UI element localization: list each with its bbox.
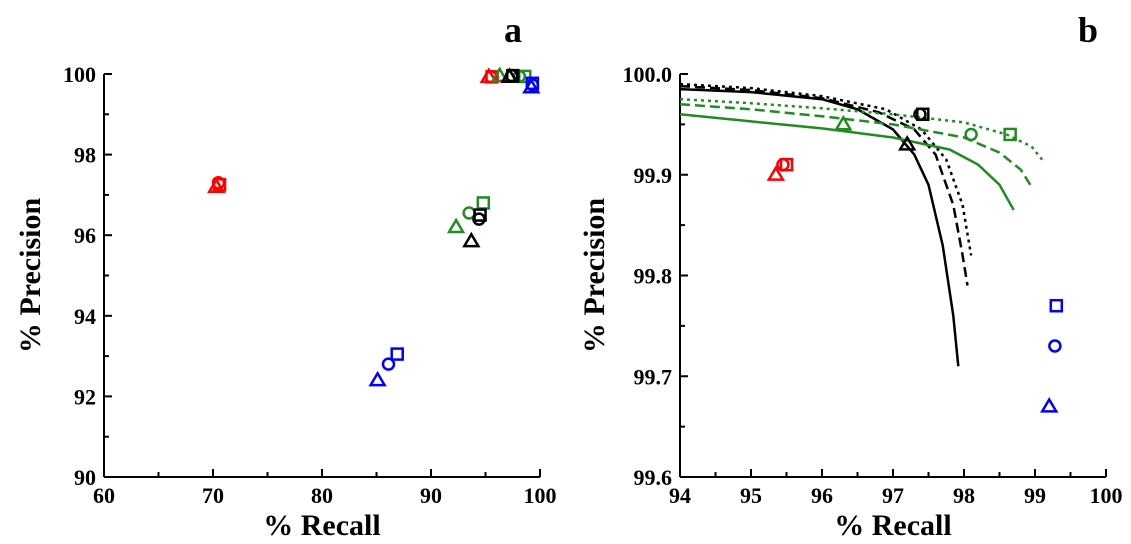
panel-a: a 60 70 80 90 100 90 92 94 96 98 100 % Recall % Preci…: [14, 10, 557, 542]
x-tick-label: 100: [524, 483, 557, 508]
square-marker: [473, 208, 487, 222]
x-tick-label: 94: [669, 483, 691, 508]
y-tick-label: 96: [74, 223, 96, 248]
triangle-marker: [834, 114, 853, 131]
square-marker: [1049, 298, 1064, 313]
y-axis-title: % Precision: [14, 198, 47, 354]
y-tick-label: 100: [63, 62, 96, 87]
circle-marker: [381, 357, 396, 371]
y-tick-label: 94: [74, 304, 96, 329]
square-marker: [390, 347, 404, 361]
y-tick-label: 99.6: [634, 465, 673, 490]
panel-letter: a: [504, 10, 522, 50]
y-tick-label: 90: [74, 465, 96, 490]
model-curve: [679, 97, 1044, 161]
triangle-marker: [368, 370, 387, 387]
triangle-marker: [898, 135, 917, 151]
triangle-marker: [766, 165, 786, 181]
x-tick-label: 80: [311, 483, 333, 508]
triangle-marker: [1040, 397, 1059, 413]
triangle-marker: [490, 66, 509, 83]
triangle-marker: [446, 217, 466, 234]
square-marker: [506, 68, 520, 83]
x-tick-label: 96: [811, 483, 833, 508]
square-marker: [212, 178, 227, 192]
x-tick-label: 90: [420, 483, 442, 508]
x-axis-title: % Recall: [834, 509, 951, 542]
square-marker: [485, 70, 499, 84]
square-marker: [525, 76, 540, 91]
x-tick-label: 98: [953, 483, 975, 508]
x-tick-label: 95: [740, 483, 762, 508]
model-curve: [679, 113, 1015, 211]
y-axis-title: % Precision: [578, 198, 611, 354]
x-tick-label: 70: [202, 483, 224, 508]
panel-b: b 94 95 96 97 98 99 100 99.6 99.7 99.8 99.9 100.0 % R…: [578, 10, 1123, 542]
y-tick-label: 99.7: [634, 364, 673, 389]
y-tick-label: 99.9: [634, 163, 673, 188]
x-tick-label: 97: [882, 483, 904, 508]
circle-marker: [964, 127, 978, 142]
model-curve: [679, 102, 1033, 188]
x-tick-label: 100: [1090, 483, 1123, 508]
x-tick-label: 60: [93, 483, 115, 508]
panel-letter: b: [1078, 10, 1098, 50]
y-tick-label: 100.0: [623, 62, 673, 87]
y-tick-label: 98: [74, 143, 96, 168]
x-axis-title: % Recall: [263, 509, 380, 542]
square-marker: [476, 196, 491, 210]
y-tick-label: 99.8: [634, 264, 673, 289]
model-curve: [679, 84, 969, 286]
triangle-marker: [462, 231, 481, 248]
x-tick-label: 99: [1024, 483, 1046, 508]
circle-marker: [1048, 339, 1062, 353]
square-marker: [1003, 127, 1017, 142]
y-tick-label: 92: [74, 384, 96, 409]
square-marker: [779, 157, 794, 172]
circle-marker: [776, 157, 790, 172]
square-marker: [916, 107, 930, 122]
